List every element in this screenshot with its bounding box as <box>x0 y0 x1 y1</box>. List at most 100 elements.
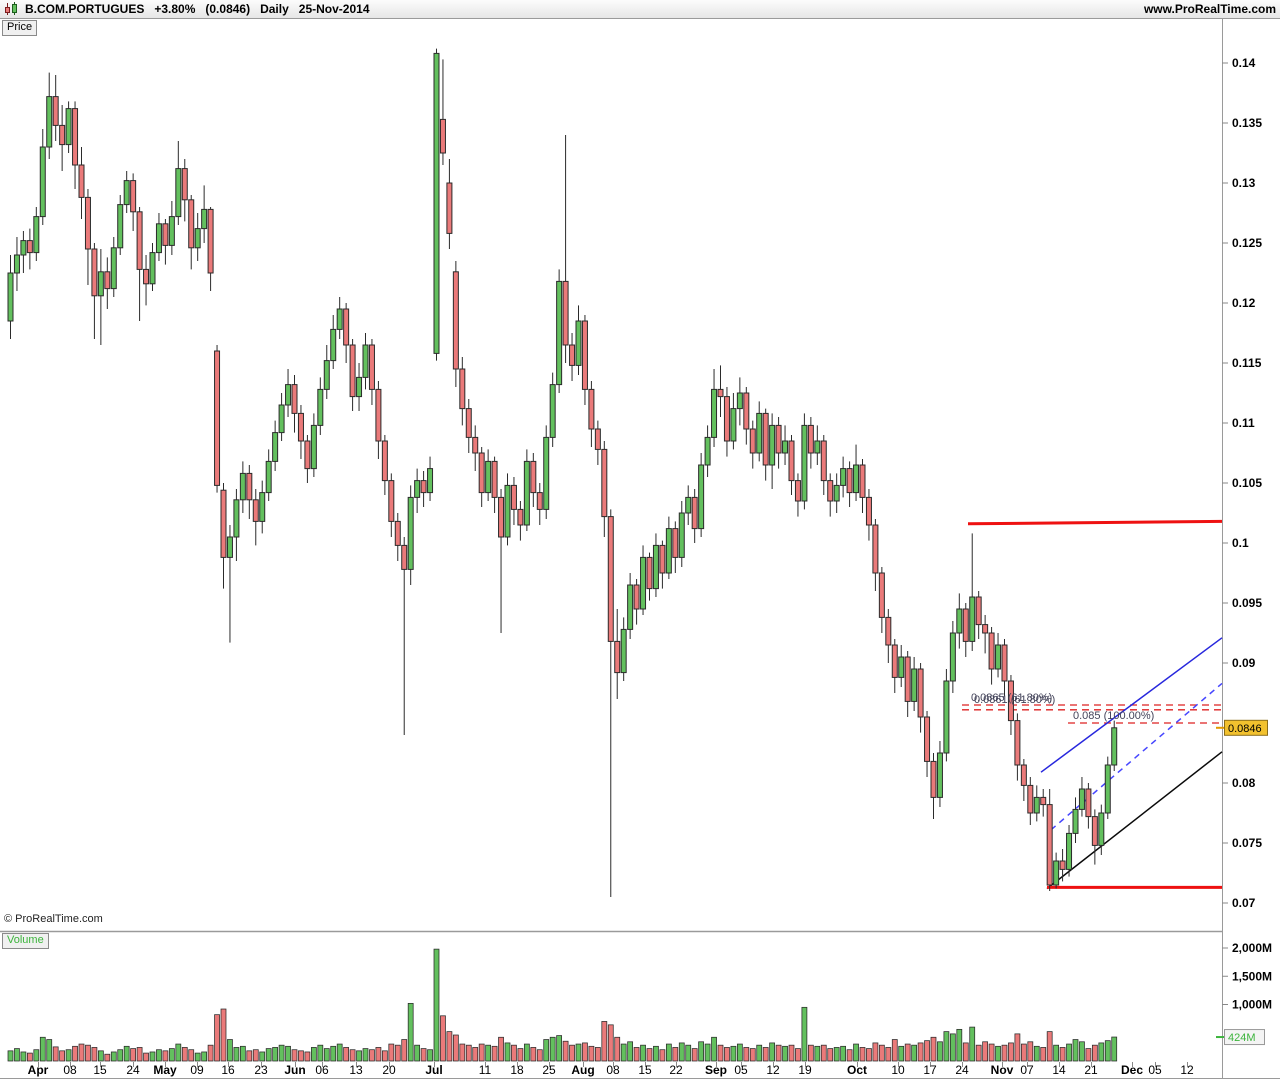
candle-body <box>536 492 543 510</box>
volume-bar <box>1040 1047 1047 1062</box>
volume-bar <box>956 1028 963 1062</box>
trendline-blue[interactable] <box>1040 637 1223 773</box>
candle-body <box>465 408 472 438</box>
volume-bar <box>91 1047 98 1062</box>
candle-body <box>678 512 685 558</box>
volume-bar <box>298 1050 304 1062</box>
candle-body <box>665 528 672 574</box>
candle-body <box>1059 860 1066 870</box>
time-axis-label: 17 <box>923 1063 937 1077</box>
volume-bar <box>1059 1047 1066 1062</box>
volume-bar <box>1001 1044 1008 1062</box>
volume-bar <box>427 1049 433 1062</box>
candle-body <box>814 440 821 454</box>
volume-bar <box>375 1047 382 1062</box>
candle-body <box>478 452 485 494</box>
volume-bar <box>775 1044 782 1062</box>
candle-body <box>317 388 324 426</box>
time-axis-label: 08 <box>63 1063 77 1077</box>
volume-bar <box>214 1014 220 1062</box>
volume-bar <box>117 1049 124 1062</box>
volume-bar <box>543 1039 550 1062</box>
candle-body <box>452 271 459 370</box>
candle-body <box>1111 727 1118 766</box>
volume-bar <box>246 1050 253 1062</box>
time-axis-label: Jun <box>284 1063 305 1077</box>
volume-bar <box>104 1053 111 1062</box>
time-axis-label: 13 <box>349 1063 363 1077</box>
volume-bar <box>472 1047 479 1062</box>
candle-body <box>1020 764 1027 786</box>
volume-bar <box>672 1047 679 1062</box>
trendline-black[interactable] <box>1046 751 1223 890</box>
volume-bar <box>801 1006 808 1062</box>
volume-bar <box>381 1050 388 1062</box>
volume-bar <box>446 1031 453 1062</box>
volume-bar <box>33 1049 40 1062</box>
last-price-marker-label: 0.0846 <box>1228 723 1262 735</box>
volume-bar <box>291 1049 298 1062</box>
candle-body <box>575 320 582 366</box>
price-axis-label: 0.075 <box>1232 836 1262 850</box>
volume-bar <box>310 1047 317 1062</box>
time-axis-label: 11 <box>479 1063 492 1077</box>
price-axis-label: 0.135 <box>1232 116 1262 130</box>
volume-bar <box>433 948 440 1062</box>
price-axis-label: 0.115 <box>1232 356 1262 370</box>
volume-bar <box>1033 1045 1040 1062</box>
time-axis-label: 08 <box>606 1063 620 1077</box>
resistance-line[interactable] <box>967 519 1223 526</box>
candle-body <box>388 480 395 522</box>
candle-body <box>569 344 576 366</box>
volume-bar <box>749 1048 756 1062</box>
candle-body <box>72 108 79 166</box>
candle-body <box>769 424 776 466</box>
volume-bar <box>52 1046 59 1062</box>
candle-body <box>820 440 827 482</box>
timeframe: Daily <box>260 2 289 16</box>
volume-panel-tab[interactable]: Volume <box>2 933 49 949</box>
candle-body <box>982 624 989 634</box>
time-axis-label: Sep <box>705 1063 727 1077</box>
candle-body <box>439 118 446 154</box>
price-axis-label: 0.14 <box>1232 56 1256 70</box>
fib-retracement-label: 0.0861 (61.80%) <box>974 694 1055 706</box>
candle-body <box>7 272 14 322</box>
candle-body <box>1104 764 1111 814</box>
volume-bar <box>788 1044 795 1062</box>
candle-body <box>310 424 317 470</box>
volume-bar <box>485 1044 492 1062</box>
volume-bar <box>659 1049 666 1062</box>
candle-body <box>330 328 337 362</box>
change-percent: +3.80% <box>154 2 196 16</box>
fib-retracement-label: 0.085 (100.00%) <box>1073 710 1154 722</box>
volume-bar <box>891 1039 898 1062</box>
candle-body <box>640 556 647 610</box>
volume-bar <box>162 1050 169 1062</box>
time-axis-label: 18 <box>510 1063 524 1077</box>
volume-bar <box>853 1043 859 1062</box>
volume-bar <box>807 1044 814 1062</box>
volume-bar <box>678 1042 685 1062</box>
candle-body <box>1033 796 1040 814</box>
candle-body <box>704 436 711 466</box>
volume-bar <box>1066 1043 1072 1062</box>
volume-bar <box>917 1042 924 1062</box>
volume-bar <box>504 1042 511 1062</box>
candle-body <box>414 480 421 498</box>
price-panel-tab[interactable]: Price <box>2 20 38 36</box>
candle-body <box>343 308 350 346</box>
candle-body <box>853 464 860 494</box>
candle-body <box>39 146 46 218</box>
volume-bar <box>995 1045 1001 1062</box>
volume-bar <box>46 1039 53 1062</box>
volume-bar <box>937 1041 943 1062</box>
volume-axis-label: 1,000M <box>1232 998 1272 1012</box>
candle-body <box>517 508 524 526</box>
candle-body <box>13 254 20 274</box>
candle-body <box>691 496 698 530</box>
candle-body <box>924 716 931 762</box>
candle-body <box>188 199 195 249</box>
